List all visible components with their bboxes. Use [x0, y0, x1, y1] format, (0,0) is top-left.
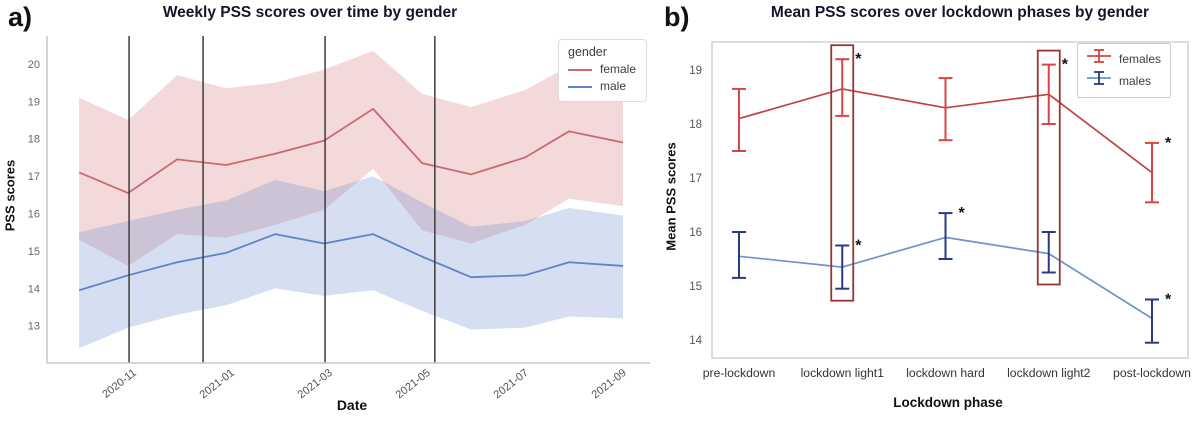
- chart-b-plot: 14 15 16 17 18 19 pre-lockdown lockdown light1 l…: [689, 41, 1191, 380]
- svg-text:*: *: [855, 51, 862, 68]
- svg-text:14: 14: [689, 335, 702, 347]
- svg-text:*: *: [1165, 292, 1172, 309]
- svg-text:20: 20: [28, 59, 40, 71]
- svg-text:17: 17: [28, 171, 40, 183]
- panel-a-label: a): [8, 2, 33, 32]
- legend-item-males: males: [1086, 70, 1161, 92]
- female-line-swatch: [568, 68, 592, 71]
- svg-text:lockdown light2: lockdown light2: [1007, 366, 1091, 380]
- legend-item-male: male: [568, 78, 636, 95]
- svg-text:16: 16: [28, 208, 40, 220]
- svg-text:19: 19: [689, 65, 702, 77]
- chart-b-title: Mean PSS scores over lockdown phases by …: [770, 4, 1150, 21]
- svg-text:lockdown light1: lockdown light1: [801, 366, 885, 380]
- females-errorbar-swatch: [1086, 48, 1112, 70]
- legend-label-male: male: [600, 79, 627, 93]
- chart-a-legend: gender female male: [558, 39, 648, 102]
- svg-text:19: 19: [28, 96, 40, 108]
- legend-title: gender: [568, 45, 607, 59]
- chart-b-xlabel: Lockdown phase: [893, 395, 1003, 410]
- svg-text:2021-01: 2021-01: [198, 367, 237, 401]
- svg-text:*: *: [1165, 135, 1172, 152]
- panel-b-label: b): [664, 2, 690, 32]
- males-errorbar-swatch: [1086, 70, 1112, 92]
- chart-a-xlabel: Date: [336, 397, 368, 413]
- svg-text:pre-lockdown: pre-lockdown: [703, 366, 775, 380]
- legend-item-female: female: [568, 61, 636, 78]
- svg-text:*: *: [959, 205, 966, 222]
- svg-text:post-lockdown: post-lockdown: [1113, 366, 1191, 380]
- svg-text:18: 18: [28, 134, 40, 146]
- svg-text:15: 15: [689, 281, 702, 293]
- male-line-swatch: [568, 85, 592, 88]
- svg-text:2020-11: 2020-11: [100, 367, 139, 401]
- svg-text:14: 14: [28, 283, 40, 295]
- svg-text:2021-07: 2021-07: [492, 367, 531, 401]
- svg-text:2021-09: 2021-09: [590, 367, 629, 401]
- svg-text:*: *: [1062, 57, 1069, 74]
- legend-label-female: female: [600, 62, 637, 76]
- chart-b-legend: females males: [1077, 43, 1172, 98]
- svg-text:*: *: [855, 238, 862, 255]
- svg-text:15: 15: [28, 246, 40, 258]
- legend-label-females: females: [1119, 51, 1162, 66]
- legend-label-males: males: [1119, 73, 1152, 88]
- svg-text:13: 13: [28, 321, 40, 333]
- svg-text:lockdown hard: lockdown hard: [906, 366, 985, 380]
- svg-text:17: 17: [689, 173, 702, 185]
- chart-a-title: Weekly PSS scores over time by gender: [162, 4, 458, 21]
- svg-text:18: 18: [689, 119, 702, 131]
- legend-item-females: females: [1086, 48, 1161, 70]
- svg-text:16: 16: [689, 227, 702, 239]
